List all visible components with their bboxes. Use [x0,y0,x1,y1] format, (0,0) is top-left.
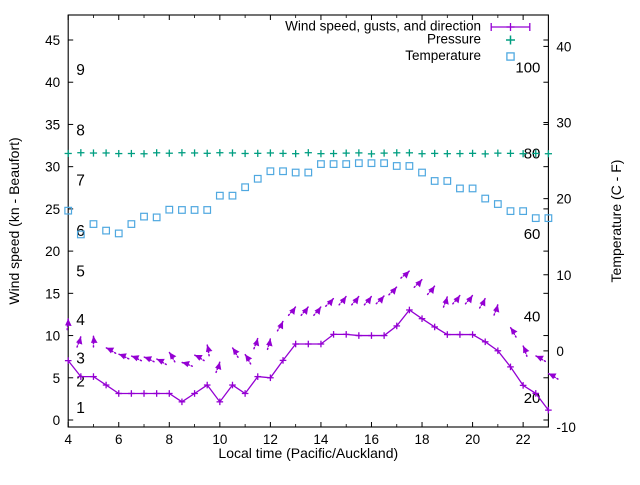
svg-text:100: 100 [515,60,540,77]
svg-text:40: 40 [524,308,541,325]
svg-text:8: 8 [166,432,174,447]
svg-text:30: 30 [45,160,60,175]
svg-text:Wind speed (kn - Beaufort): Wind speed (kn - Beaufort) [6,137,22,304]
svg-text:20: 20 [45,244,60,259]
svg-text:10: 10 [45,329,60,344]
svg-text:Temperature: Temperature [405,48,481,63]
svg-text:40: 40 [45,75,60,90]
svg-text:0: 0 [556,344,564,359]
svg-text:40: 40 [556,39,571,54]
svg-text:35: 35 [45,117,60,132]
svg-text:4: 4 [76,312,85,329]
svg-text:Local time (Pacific/Auckland): Local time (Pacific/Auckland) [218,445,398,461]
svg-text:45: 45 [45,33,60,48]
svg-text:0: 0 [53,413,61,428]
svg-text:20: 20 [556,192,571,207]
svg-text:20: 20 [524,390,541,407]
svg-text:22: 22 [516,432,531,447]
svg-text:18: 18 [415,432,430,447]
svg-text:10: 10 [556,268,571,283]
svg-text:1: 1 [76,400,85,417]
svg-text:5: 5 [76,264,85,281]
svg-text:25: 25 [45,202,60,217]
svg-text:4: 4 [64,432,72,447]
svg-text:15: 15 [45,286,60,301]
svg-text:-10: -10 [556,420,576,435]
svg-text:20: 20 [465,432,480,447]
svg-text:30: 30 [556,116,571,131]
svg-text:Pressure: Pressure [427,32,481,47]
svg-text:6: 6 [115,432,123,447]
svg-text:5: 5 [53,371,61,386]
svg-text:3: 3 [76,350,85,367]
svg-text:7: 7 [76,173,85,190]
svg-text:60: 60 [524,226,541,243]
svg-text:8: 8 [76,122,85,139]
svg-text:Temperature (C - F): Temperature (C - F) [608,160,624,283]
svg-text:9: 9 [76,62,85,79]
